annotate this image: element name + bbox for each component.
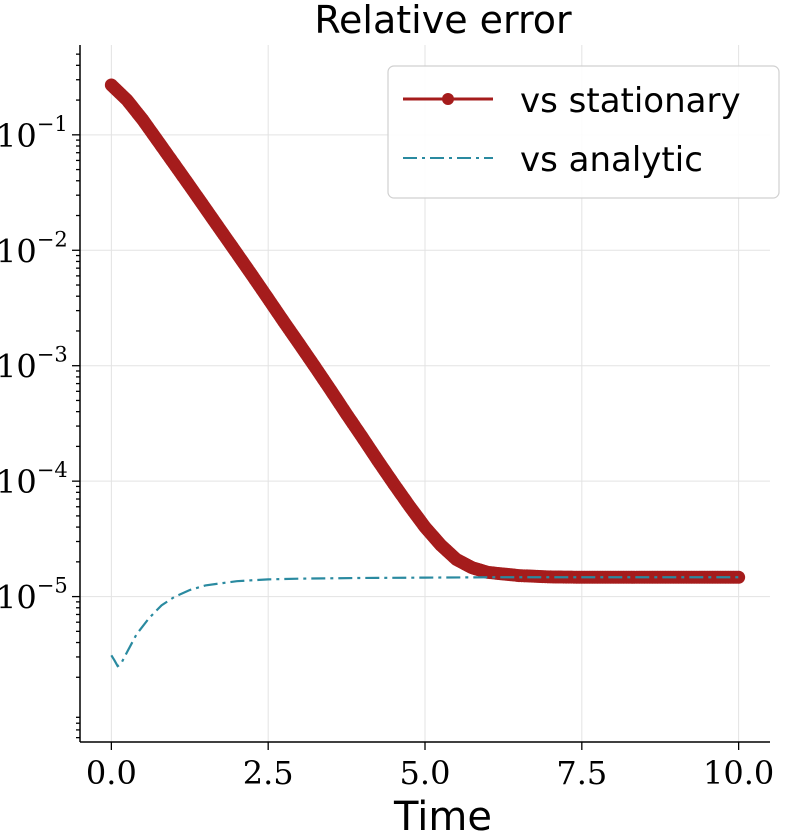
x-tick-label: 5.0 xyxy=(400,754,451,792)
y-tick-label: 10−2 xyxy=(0,227,68,270)
x-axis-label: Time xyxy=(393,794,492,838)
x-tick-label: 2.5 xyxy=(243,754,294,792)
series-layer xyxy=(104,78,746,668)
series-line-vs-analytic xyxy=(110,576,739,668)
data-point-vs-stationary xyxy=(732,570,746,584)
legend-marker-vs-stationary xyxy=(442,93,454,105)
y-tick-label: 10−3 xyxy=(0,343,68,386)
chart-title: Relative error xyxy=(314,0,572,42)
y-tick-label: 10−1 xyxy=(0,112,68,155)
y-tick-label: 10−4 xyxy=(0,458,68,501)
legend-label-vs-stationary: vs stationary xyxy=(520,81,741,121)
legend: vs stationary vs analytic xyxy=(387,65,780,199)
y-tick-label: 10−5 xyxy=(0,574,68,617)
legend-label-vs-analytic: vs analytic xyxy=(520,140,703,180)
x-tick-label: 10.0 xyxy=(703,754,774,792)
x-tick-label: 7.5 xyxy=(556,754,607,792)
tick-layer: 0.0 2.5 5.0 7.5 10.0 10−1 10−2 10−3 10−4 10−5 xyxy=(0,53,774,792)
x-tick-label: 0.0 xyxy=(86,754,137,792)
